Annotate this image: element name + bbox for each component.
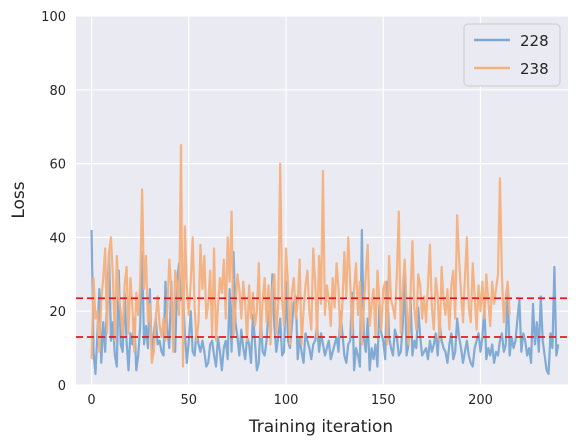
grid [76,15,568,386]
legend: 228 238 [463,23,561,87]
y-tick-label-80: 80 [49,84,66,99]
x-tick-label-50: 50 [181,393,198,408]
y-tick-label-40: 40 [49,231,66,246]
x-tick-label-0: 0 [87,393,95,408]
x-tick-label-200: 200 [468,393,493,408]
legend-label-238: 238 [520,60,549,78]
x-tick-labels: 0 50 100 150 200 [87,393,492,408]
y-tick-label-100: 100 [41,10,66,25]
x-tick-label-150: 150 [371,393,396,408]
legend-label-228: 228 [520,32,549,50]
y-tick-labels: 0 20 40 60 80 100 [41,10,66,394]
reference-lines [76,297,568,338]
x-tick-label-100: 100 [274,393,299,408]
series-line-238 [90,144,511,368]
y-tick-label-0: 0 [58,379,66,394]
y-tick-label-60: 60 [49,158,66,173]
series-group [90,144,560,376]
x-axis-label: Training iteration [248,417,393,437]
y-axis-label: Loss [9,181,29,218]
y-tick-label-20: 20 [49,305,66,320]
series-line-228 [90,228,560,376]
